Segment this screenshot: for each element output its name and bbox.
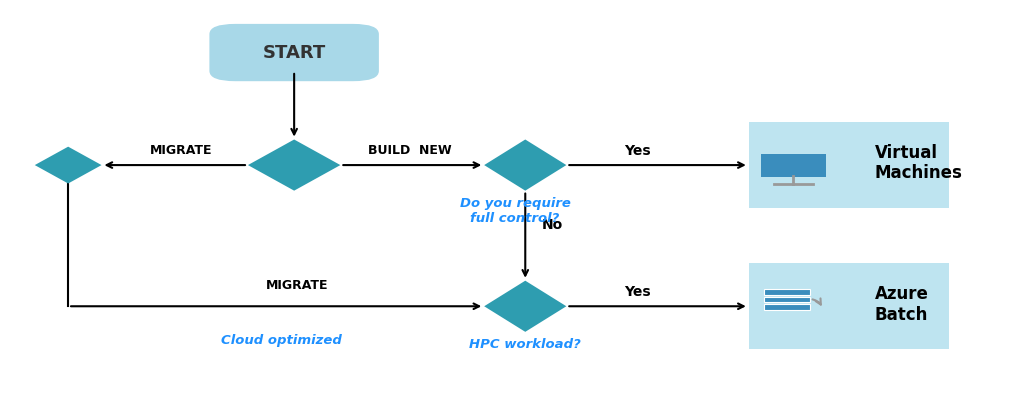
Text: Yes: Yes [624,285,650,299]
Polygon shape [248,140,340,191]
FancyBboxPatch shape [763,304,810,309]
Polygon shape [484,140,566,191]
Text: Virtual
Machines: Virtual Machines [874,144,962,183]
Text: MIGRATE: MIGRATE [150,144,212,157]
FancyBboxPatch shape [763,290,810,295]
Text: HPC workload?: HPC workload? [470,338,581,351]
FancyBboxPatch shape [749,263,949,349]
Polygon shape [484,281,566,332]
Text: BUILD  NEW: BUILD NEW [368,144,451,157]
Text: Yes: Yes [624,144,650,158]
FancyBboxPatch shape [763,297,810,302]
Text: START: START [263,44,325,61]
FancyBboxPatch shape [209,24,379,81]
Text: Azure
Batch: Azure Batch [874,285,928,323]
Polygon shape [35,147,102,183]
FancyBboxPatch shape [749,122,949,208]
Text: MIGRATE: MIGRATE [266,279,328,292]
Text: Do you require
full control?: Do you require full control? [459,197,571,225]
Text: Cloud optimized: Cloud optimized [220,334,342,347]
FancyBboxPatch shape [760,154,826,177]
Text: No: No [542,218,563,232]
